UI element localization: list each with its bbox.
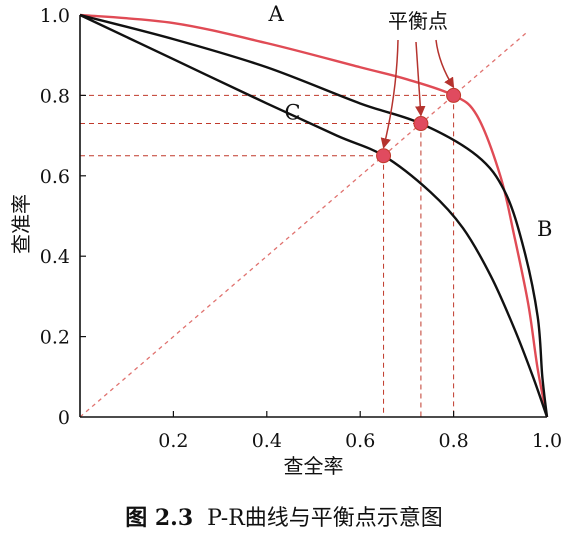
x-tick-label: 0.8 — [438, 430, 468, 452]
x-axis-label: 查全率 — [284, 454, 344, 478]
pr-chart: 0.2 0.4 0.6 0.8 1.0 0 0.2 0.4 0.6 0.8 1.0 查全率 查准率 A B… — [9, 2, 562, 478]
annotation-arrow — [415, 41, 426, 117]
x-tick-label: 0.4 — [252, 430, 282, 452]
curve-a — [79, 13, 549, 418]
y-tick-label: 0.8 — [40, 85, 70, 107]
guide-lines — [79, 30, 529, 418]
y-tick-label: 0.6 — [40, 166, 70, 188]
curve-label-a: A — [268, 2, 285, 26]
y-tick-label: 0.2 — [40, 327, 70, 349]
x-tick-label: 0.2 — [158, 430, 188, 452]
annotation-arrow — [380, 39, 399, 149]
annotation-label: 平衡点 — [388, 9, 448, 33]
annotation-arrow — [435, 39, 455, 89]
figure-caption: 图 2.3 P-R曲线与平衡点示意图 — [0, 500, 568, 532]
caption-prefix: 图 2.3 — [125, 505, 194, 531]
balance-points — [376, 87, 462, 164]
curves — [79, 13, 549, 418]
balance-point — [376, 148, 392, 164]
curve-b — [79, 13, 549, 418]
curve-label-b: B — [537, 217, 552, 241]
diagonal-line — [79, 30, 529, 418]
curve-label-c: C — [284, 101, 300, 125]
x-tick-label: 1.0 — [532, 430, 562, 452]
x-tick-label: 0.6 — [345, 430, 375, 452]
y-axis-label: 查准率 — [9, 194, 33, 254]
curve-c — [79, 13, 549, 418]
balance-point — [413, 116, 429, 132]
labels: 查全率 查准率 A B C 平衡点 — [9, 2, 552, 478]
y-tick-label: 1.0 — [40, 5, 70, 27]
y-tick-label: 0.4 — [40, 246, 70, 268]
balance-point — [446, 87, 462, 103]
axes: 0.2 0.4 0.6 0.8 1.0 0 0.2 0.4 0.6 0.8 1.0 — [40, 5, 562, 452]
y-tick-label: 0 — [58, 407, 70, 429]
caption-text: P-R曲线与平衡点示意图 — [207, 506, 443, 531]
